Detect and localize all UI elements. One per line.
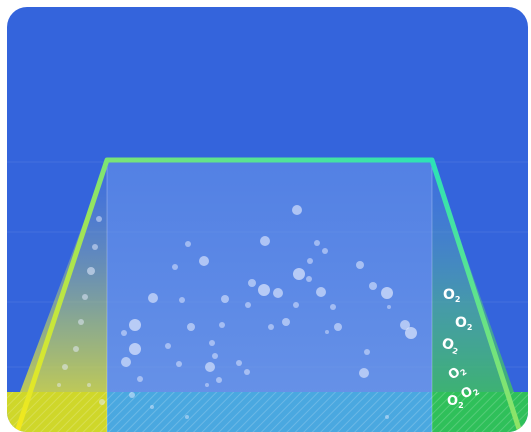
bubble [199,256,209,266]
bubble [179,297,185,303]
bubble [62,364,68,370]
bubble [129,319,141,331]
bubble [187,323,195,331]
bubble [57,383,61,387]
bubble [248,279,256,287]
o2-label-group: O2 O2 O2 O2 O2 O2 [440,287,481,410]
bubble [236,360,242,366]
bubble [268,324,274,330]
bubble [400,320,410,330]
bubble [92,244,98,250]
bubble [121,330,127,336]
bubble [405,327,417,339]
bubble [325,330,329,334]
bubble [244,369,250,375]
bubble [82,294,88,300]
bubble [129,343,141,355]
chamber-dividers [106,160,433,432]
bubble [172,264,178,270]
bubble [137,376,143,382]
bubble [129,392,135,398]
bubble [364,349,370,355]
bubble [387,305,391,309]
bubble [282,318,290,326]
bubble [359,368,369,378]
o2-label: O2 [446,361,469,384]
bubble [150,405,154,409]
o2-visual-card: O2 O2 O2 O2 O2 O2 [7,7,528,432]
bubble [216,377,222,383]
bubble [209,340,215,346]
bubble [205,383,209,387]
bubble [87,383,91,387]
oxygen-bubbles [57,205,417,419]
bubble [78,319,84,325]
bubble [205,362,215,372]
bubble [165,343,171,349]
bubble [314,240,320,246]
bubble [212,353,218,359]
bubble [121,357,131,367]
bubble [334,323,342,331]
trapezoid-visualization: O2 O2 O2 O2 O2 O2 [7,157,528,432]
bubble [219,322,225,328]
bubble [73,346,79,352]
bubble [260,236,270,246]
bubble [176,361,182,367]
bubble [258,284,270,296]
bubble [356,261,364,269]
o2-label: O2 [443,287,460,304]
bubble [87,267,95,275]
bubble [245,302,251,308]
bubble [307,258,313,264]
bubble [385,415,389,419]
center-chamber [107,160,432,432]
bubble [185,241,191,247]
bubble [316,287,326,297]
o2-label: O2 [447,394,464,410]
bubble [148,293,158,303]
bubble [221,295,229,303]
bubble [292,205,302,215]
bubble [306,276,312,282]
fluid-level-band [7,392,528,432]
bubble [322,248,328,254]
bubble [369,282,377,290]
bubble [293,268,305,280]
bubble [293,302,299,308]
bubble [330,304,336,310]
bubble [96,216,102,222]
bubble [273,288,283,298]
o2-label: O2 [440,335,461,356]
trapezoid-outline [14,157,523,432]
bubble [99,399,105,405]
bubble [185,415,189,419]
o2-label: O2 [455,315,472,332]
bubble [381,287,393,299]
